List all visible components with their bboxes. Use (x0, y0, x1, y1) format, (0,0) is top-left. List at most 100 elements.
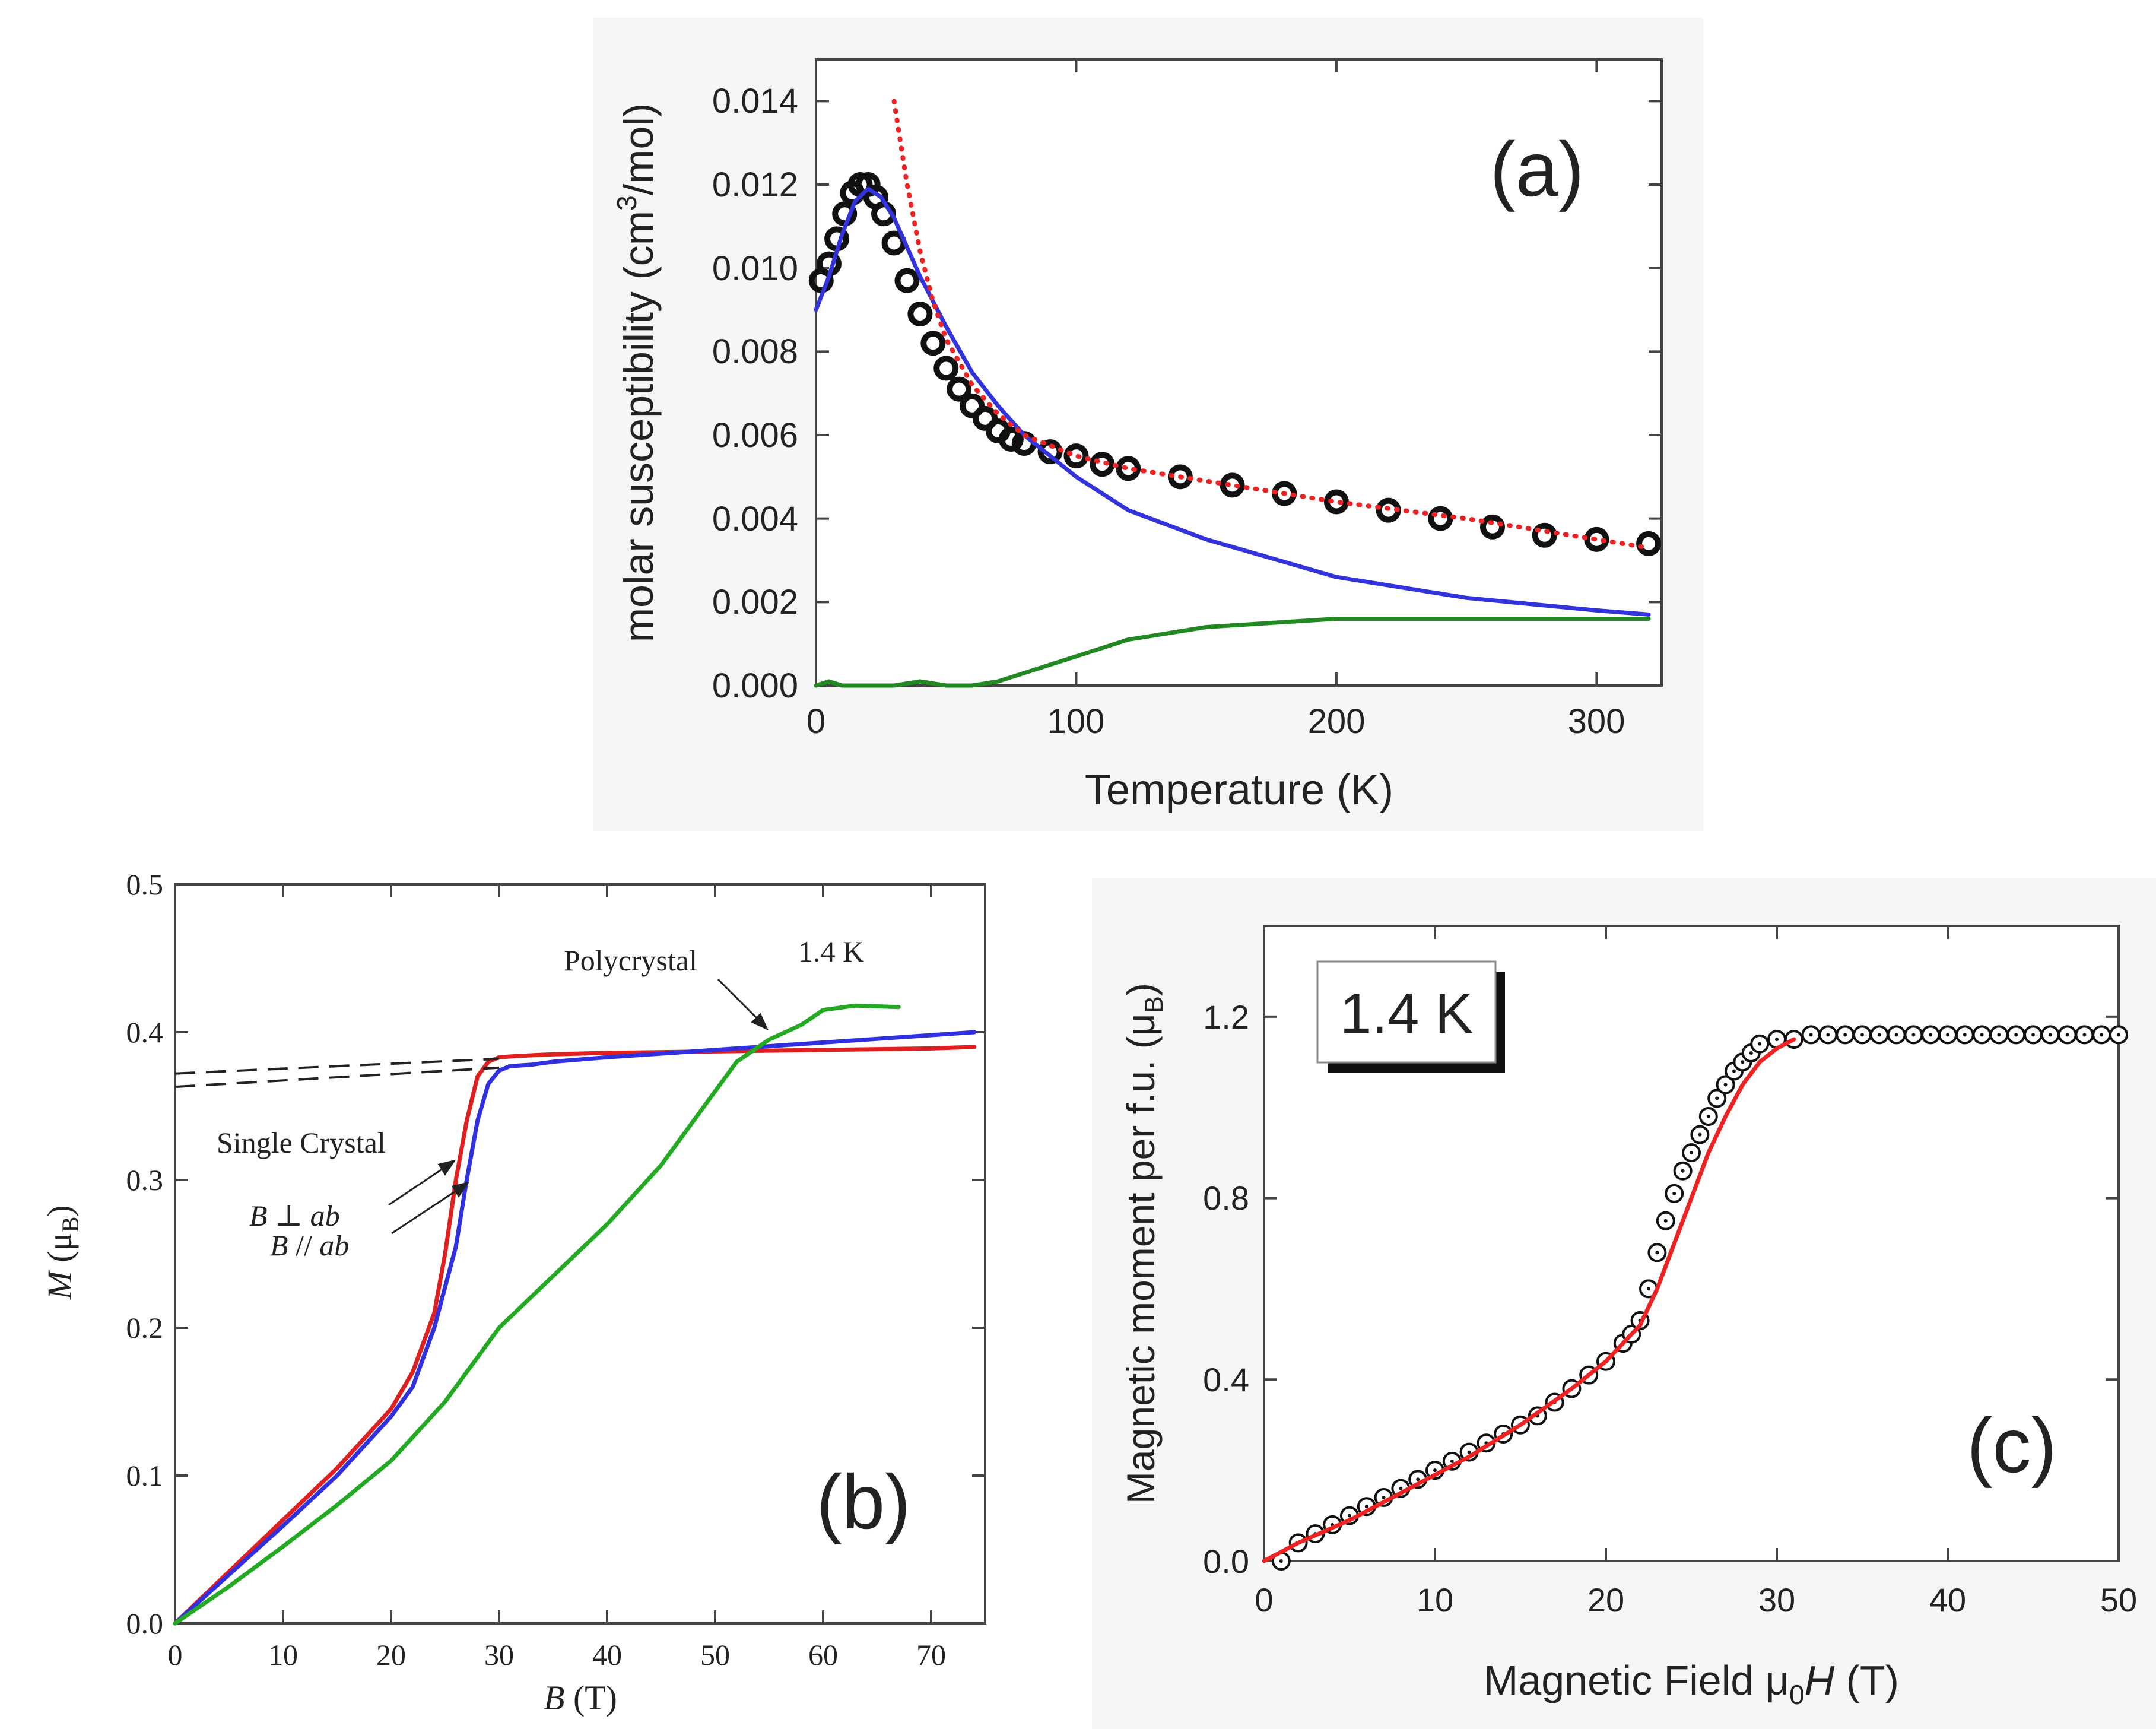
data-point (1532, 522, 1557, 548)
data-point-center (1672, 1191, 1676, 1195)
data-point (960, 393, 985, 418)
data-point-center (1399, 1486, 1403, 1490)
a-ytick-label: 0.002 (712, 583, 798, 621)
b-series-b-ab (173, 1030, 977, 1626)
c-xtick-label: 10 (1417, 1581, 1453, 1619)
b-ytick-label: 0.1 (126, 1459, 164, 1492)
c-ylabel-sub: B (1139, 996, 1169, 1013)
data-point-center (1681, 1169, 1685, 1173)
data-point-center (1382, 1496, 1386, 1499)
data-point-center (1929, 1033, 1933, 1037)
b-series-extrapolation-2 (174, 1066, 500, 1089)
data-point-center (1809, 1033, 1813, 1037)
b-y-axis-label: M (μB) (40, 1205, 84, 1300)
data-point-center (2100, 1033, 2104, 1037)
b-x-axis-label: B (T) (544, 1679, 617, 1717)
a-series-red-dotted-fit (891, 99, 1652, 550)
c-x-axis-label: Magnetic Field μ0H (T) (1484, 1657, 1899, 1710)
data-point-center (1467, 1450, 1471, 1454)
b-par-var: B (270, 1229, 288, 1262)
data-point-center (1698, 1132, 1702, 1137)
data-point-center (1647, 1287, 1650, 1291)
a-ylabel-sup: 3 (611, 195, 642, 211)
b-xtick-label: 60 (808, 1638, 838, 1671)
c-xtick-label: 0 (1255, 1581, 1273, 1619)
data-point (933, 356, 959, 381)
a-series-blue-fit (814, 186, 1651, 617)
b-perp-tail: ab (310, 1199, 340, 1232)
b-arrowhead-polycrystal (751, 1013, 769, 1031)
panel-c-y-tick-labels: 0.0 0.4 0.8 1.2 (1203, 998, 1249, 1580)
b-panel-letter: (b) (817, 1458, 911, 1545)
b-arrow-perp (388, 1164, 449, 1206)
panel-b: 0.0 0.1 0.2 0.3 0.4 0.5 0 10 20 30 40 50… (0, 861, 1021, 1729)
c-ylabel-post: ) (1119, 983, 1163, 996)
data-point (973, 405, 998, 431)
data-point (1090, 452, 1115, 477)
panel-c-series (1262, 1025, 2128, 1571)
data-point-center (2031, 1033, 2035, 1037)
data-point-center (2117, 1033, 2120, 1037)
a-ytick-label: 0.006 (712, 416, 798, 455)
b-series-polycrystal (173, 1003, 901, 1626)
data-point (1480, 514, 1505, 540)
b-xtick-label: 30 (484, 1638, 514, 1671)
data-point-center (1741, 1060, 1745, 1064)
data-point-center (2048, 1033, 2052, 1037)
b-ylabel-var: M (40, 1270, 79, 1300)
data-point-center (1416, 1477, 1420, 1481)
c-xtick-label: 30 (1758, 1581, 1795, 1619)
data-point (920, 331, 946, 356)
c-ytick-label: 0.8 (1203, 1179, 1249, 1217)
panel-b-series (173, 1003, 977, 1626)
a-series-green-difference (814, 617, 1651, 688)
a-ytick-label: 0.014 (712, 82, 798, 120)
a-ytick-label: 0.008 (712, 332, 798, 371)
c-ytick-label: 0.4 (1203, 1361, 1249, 1398)
data-point (1116, 456, 1141, 481)
b-par-tail: ab (319, 1229, 349, 1262)
b-label-b-par-ab: B // ab (270, 1229, 349, 1262)
panel-c-ticks (1263, 926, 2120, 1562)
a-x-axis-label: Temperature (K) (1085, 766, 1393, 814)
data-point-center (1663, 1219, 1668, 1223)
data-point-center (1877, 1033, 1881, 1037)
b-label-b-perp-ab: B ⊥ ab (249, 1199, 340, 1232)
b-ylabel-open: (μ (40, 1232, 79, 1271)
c-temperature-label: 1.4 K (1340, 982, 1473, 1045)
data-point-center (1946, 1033, 1949, 1037)
a-ytick-label: 0.012 (712, 166, 798, 204)
c-xlabel-post: (T) (1834, 1657, 1899, 1703)
c-ylabel-pre: Magnetic moment per f.u. (μ (1119, 1013, 1163, 1504)
data-point-center (1758, 1042, 1762, 1046)
data-point-center (1364, 1505, 1368, 1509)
data-point-center (2065, 1033, 2069, 1037)
b-xtick-label: 0 (168, 1638, 183, 1671)
b-perp-op: ⊥ (268, 1199, 310, 1232)
panel-a-x-tick-labels: 0 100 200 300 (806, 702, 1625, 741)
data-point-center (1843, 1033, 1847, 1037)
data-point-center (1894, 1033, 1898, 1037)
c-panel-letter: (c) (1967, 1402, 2057, 1489)
b-ytick-label: 0.4 (126, 1016, 164, 1049)
data-point-center (1348, 1514, 1351, 1518)
b-arrow-polycrystal (717, 978, 764, 1025)
data-point-center (1715, 1096, 1719, 1100)
b-series-extrapolation-1 (174, 1057, 500, 1075)
a-ytick-label: 0.004 (712, 500, 798, 538)
data-point-center (1706, 1115, 1710, 1118)
b-arrowhead-par (451, 1181, 470, 1198)
data-point-center (1279, 1559, 1283, 1563)
b-xtick-label: 50 (700, 1638, 730, 1671)
b-perp-var: B (249, 1199, 268, 1232)
a-xtick-label: 100 (1047, 702, 1105, 741)
a-panel-letter-bg (1460, 89, 1632, 261)
a-ytick-label: 0.010 (712, 249, 798, 288)
b-xtick-label: 70 (916, 1638, 946, 1671)
data-point-center (1450, 1459, 1454, 1463)
data-point (1636, 531, 1662, 556)
b-label-temperature: 1.4 K (798, 935, 864, 968)
data-point (1323, 489, 1349, 515)
a-ytick-label: 0.000 (712, 667, 798, 705)
